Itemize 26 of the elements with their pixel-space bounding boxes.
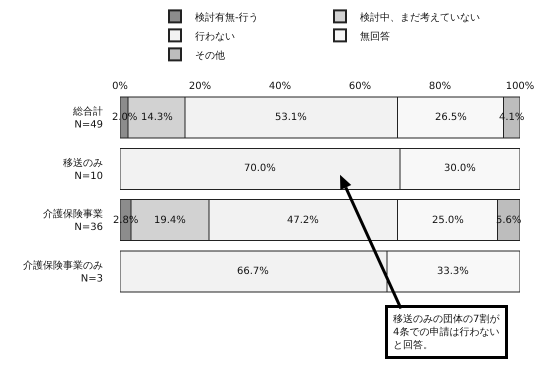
y-tick-label: 総合計 N=49 [72, 105, 103, 130]
legend-label: その他 [195, 49, 225, 62]
y-tick-label: 介護保険事業のみ N=3 [23, 259, 103, 284]
x-tick-label: 0% [112, 80, 128, 92]
legend-label: 検討有無-行う [195, 11, 259, 24]
legend-label: 行わない [195, 31, 235, 42]
data-label: 53.1% [275, 112, 307, 123]
x-tick-label: 20% [188, 80, 212, 92]
x-tick-label: 40% [268, 80, 292, 92]
data-label: 66.7% [237, 266, 269, 277]
x-tick-label: 60% [348, 80, 372, 92]
legend-label: 無回答 [360, 30, 390, 42]
legend-label: 検討中、まだ考えていない [360, 11, 480, 24]
y-tick-label: 移送のみ N=10 [63, 156, 103, 182]
data-label: 33.3% [437, 266, 469, 277]
data-label: 19.4% [154, 215, 186, 226]
data-label: 47.2% [287, 215, 319, 226]
data-label: 25.0% [432, 215, 464, 226]
x-tick-label: 100% [506, 80, 534, 92]
data-label: 14.3% [141, 112, 173, 123]
annotation: 移送のみの団体の7割が4条での申請は行わないと回答。 [393, 313, 500, 351]
data-label: 26.5% [435, 112, 467, 123]
data-label: 30.0% [444, 163, 476, 174]
data-label: 70.0% [244, 163, 276, 174]
y-tick-label: 介護保険事業 N=36 [43, 208, 103, 234]
x-tick-label: 80% [428, 80, 452, 92]
